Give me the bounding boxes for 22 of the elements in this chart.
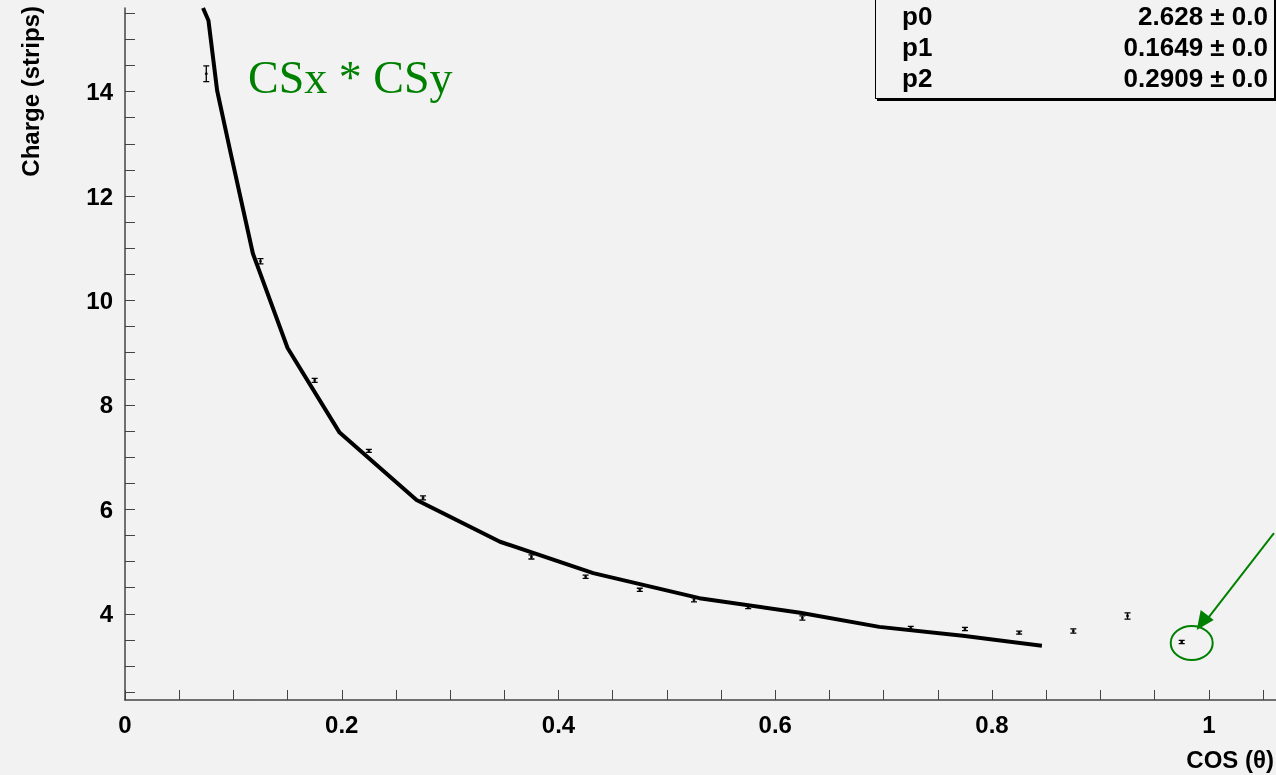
annotation: CSx * CSy <box>248 52 453 104</box>
x-tick-label: 0.4 <box>541 710 576 738</box>
x-tick-label: 0 <box>118 710 132 738</box>
y-tick-label: 14 <box>86 78 114 106</box>
x-tick-label: 0.2 <box>325 710 359 738</box>
annotation: 0.1649 ± 0.0 <box>1123 32 1268 63</box>
annotation: p1 <box>902 32 933 63</box>
x-tick-label: 1 <box>1202 710 1216 738</box>
y-tick-label: 6 <box>99 495 113 523</box>
annotation: p0 <box>902 1 933 32</box>
x-tick-label: 0.8 <box>975 710 1009 738</box>
y-tick-label: 12 <box>86 182 113 210</box>
y-tick-label: 8 <box>99 391 113 419</box>
line-series <box>201 6 1044 648</box>
y-tick-label: 10 <box>86 286 113 314</box>
annotation: 2.628 ± 0.0 <box>1138 1 1268 32</box>
annotation: p2 <box>902 63 933 94</box>
y-tick-label: 4 <box>99 600 114 628</box>
y-axis-title: Charge (strips) <box>16 6 44 177</box>
x-tick-label: 0.6 <box>758 710 792 738</box>
x-axis-title: COS (θ) <box>1186 745 1274 773</box>
annotation: 0.2909 ± 0.0 <box>1123 63 1268 94</box>
